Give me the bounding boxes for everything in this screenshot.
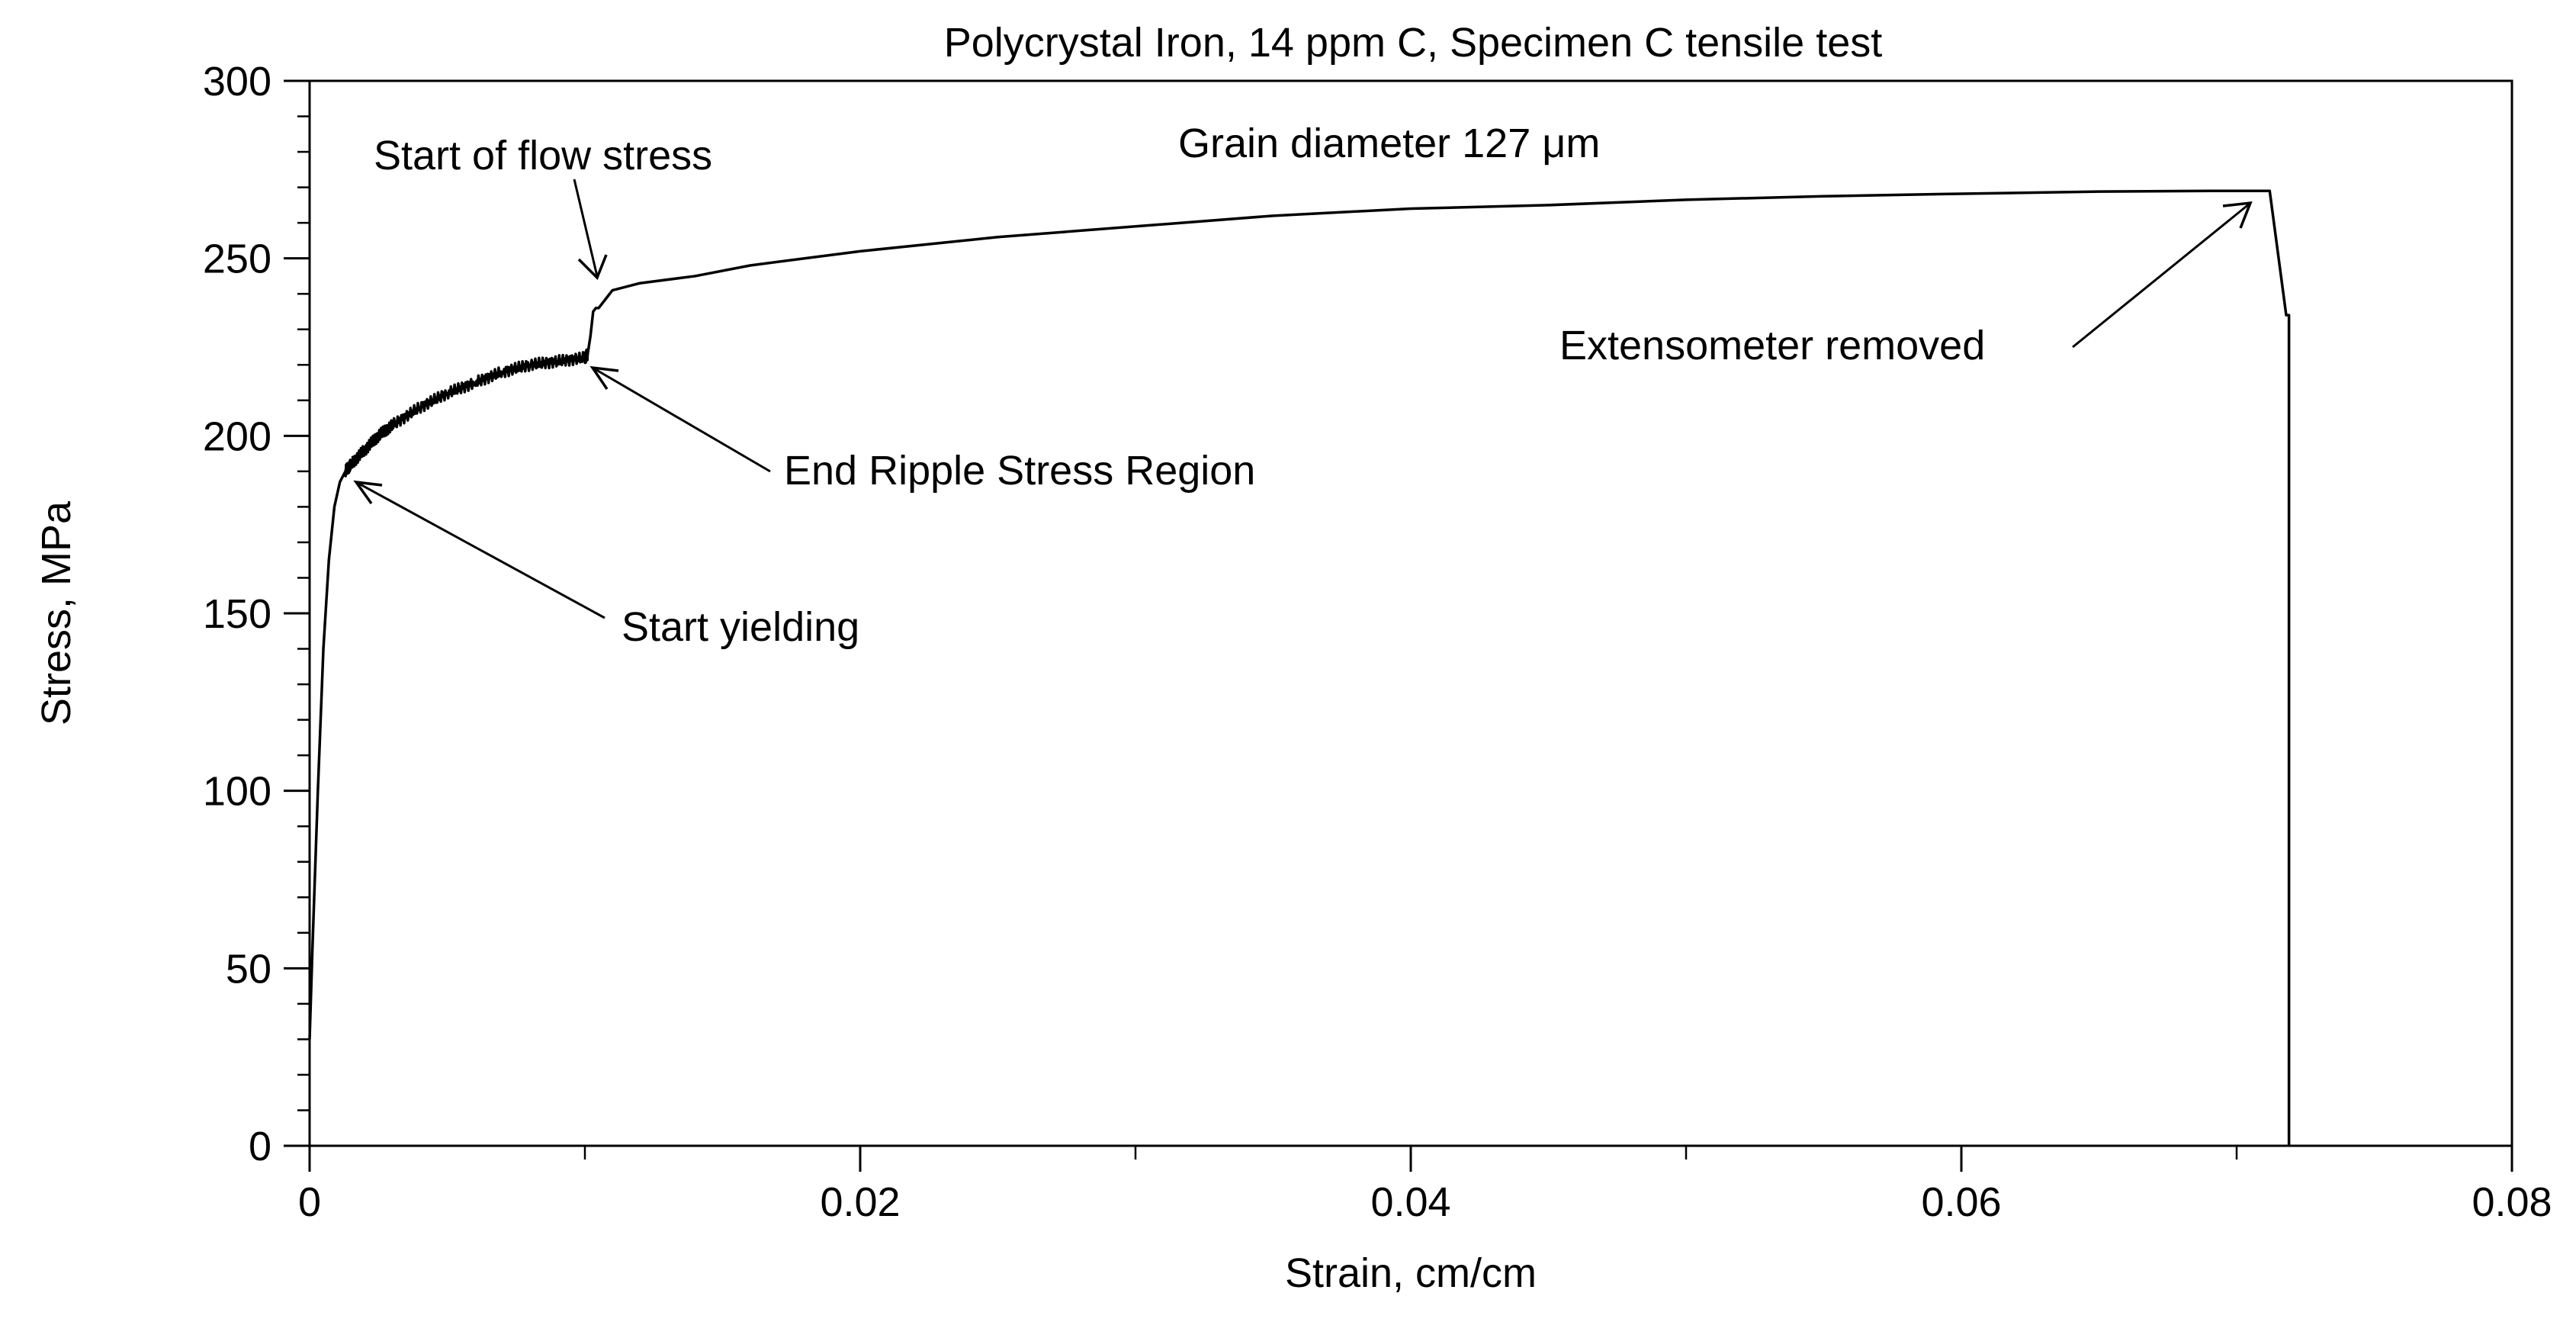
y-tick-label: 0	[249, 1124, 271, 1169]
annotation-start-flow-stress: Start of flow stress	[374, 133, 712, 179]
arrow-extensometer-removed	[2072, 201, 2253, 349]
y-tick-label: 250	[203, 236, 271, 282]
x-tick-label: 0.02	[820, 1179, 900, 1225]
x-tick-label: 0.06	[1921, 1179, 2001, 1225]
annotation-extensometer-removed: Extensometer removed	[1559, 323, 1985, 368]
arrow-start-yielding	[353, 480, 605, 619]
y-axis: 0 50 100 150 200 250 300	[203, 59, 310, 1169]
annotation-end-ripple-stress-region: End Ripple Stress Region	[784, 448, 1255, 494]
y-tick-label: 150	[203, 591, 271, 637]
annotation-grain-diameter: Grain diameter 127 μm	[1178, 121, 1600, 166]
arrow-start-flow-stress	[573, 179, 608, 281]
arrow-end-ripple-stress-region	[589, 365, 771, 473]
chart-title: Polycrystal Iron, 14 ppm C, Specimen C t…	[944, 20, 1883, 66]
x-axis-label: Strain, cm/cm	[1285, 1250, 1537, 1296]
x-axis: 0 0.02 0.04 0.06 0.08	[298, 1146, 2552, 1225]
y-axis-label: Stress, MPa	[34, 500, 79, 725]
x-tick-label: 0.08	[2472, 1179, 2552, 1225]
stress-strain-curve	[308, 189, 2291, 1146]
y-tick-label: 200	[203, 413, 271, 459]
x-tick-label: 0	[298, 1179, 321, 1225]
annotation-start-yielding: Start yielding	[622, 604, 859, 650]
x-tick-label: 0.04	[1370, 1179, 1450, 1225]
y-tick-label: 50	[226, 946, 271, 992]
y-tick-label: 100	[203, 769, 271, 815]
y-tick-label: 300	[203, 59, 271, 105]
